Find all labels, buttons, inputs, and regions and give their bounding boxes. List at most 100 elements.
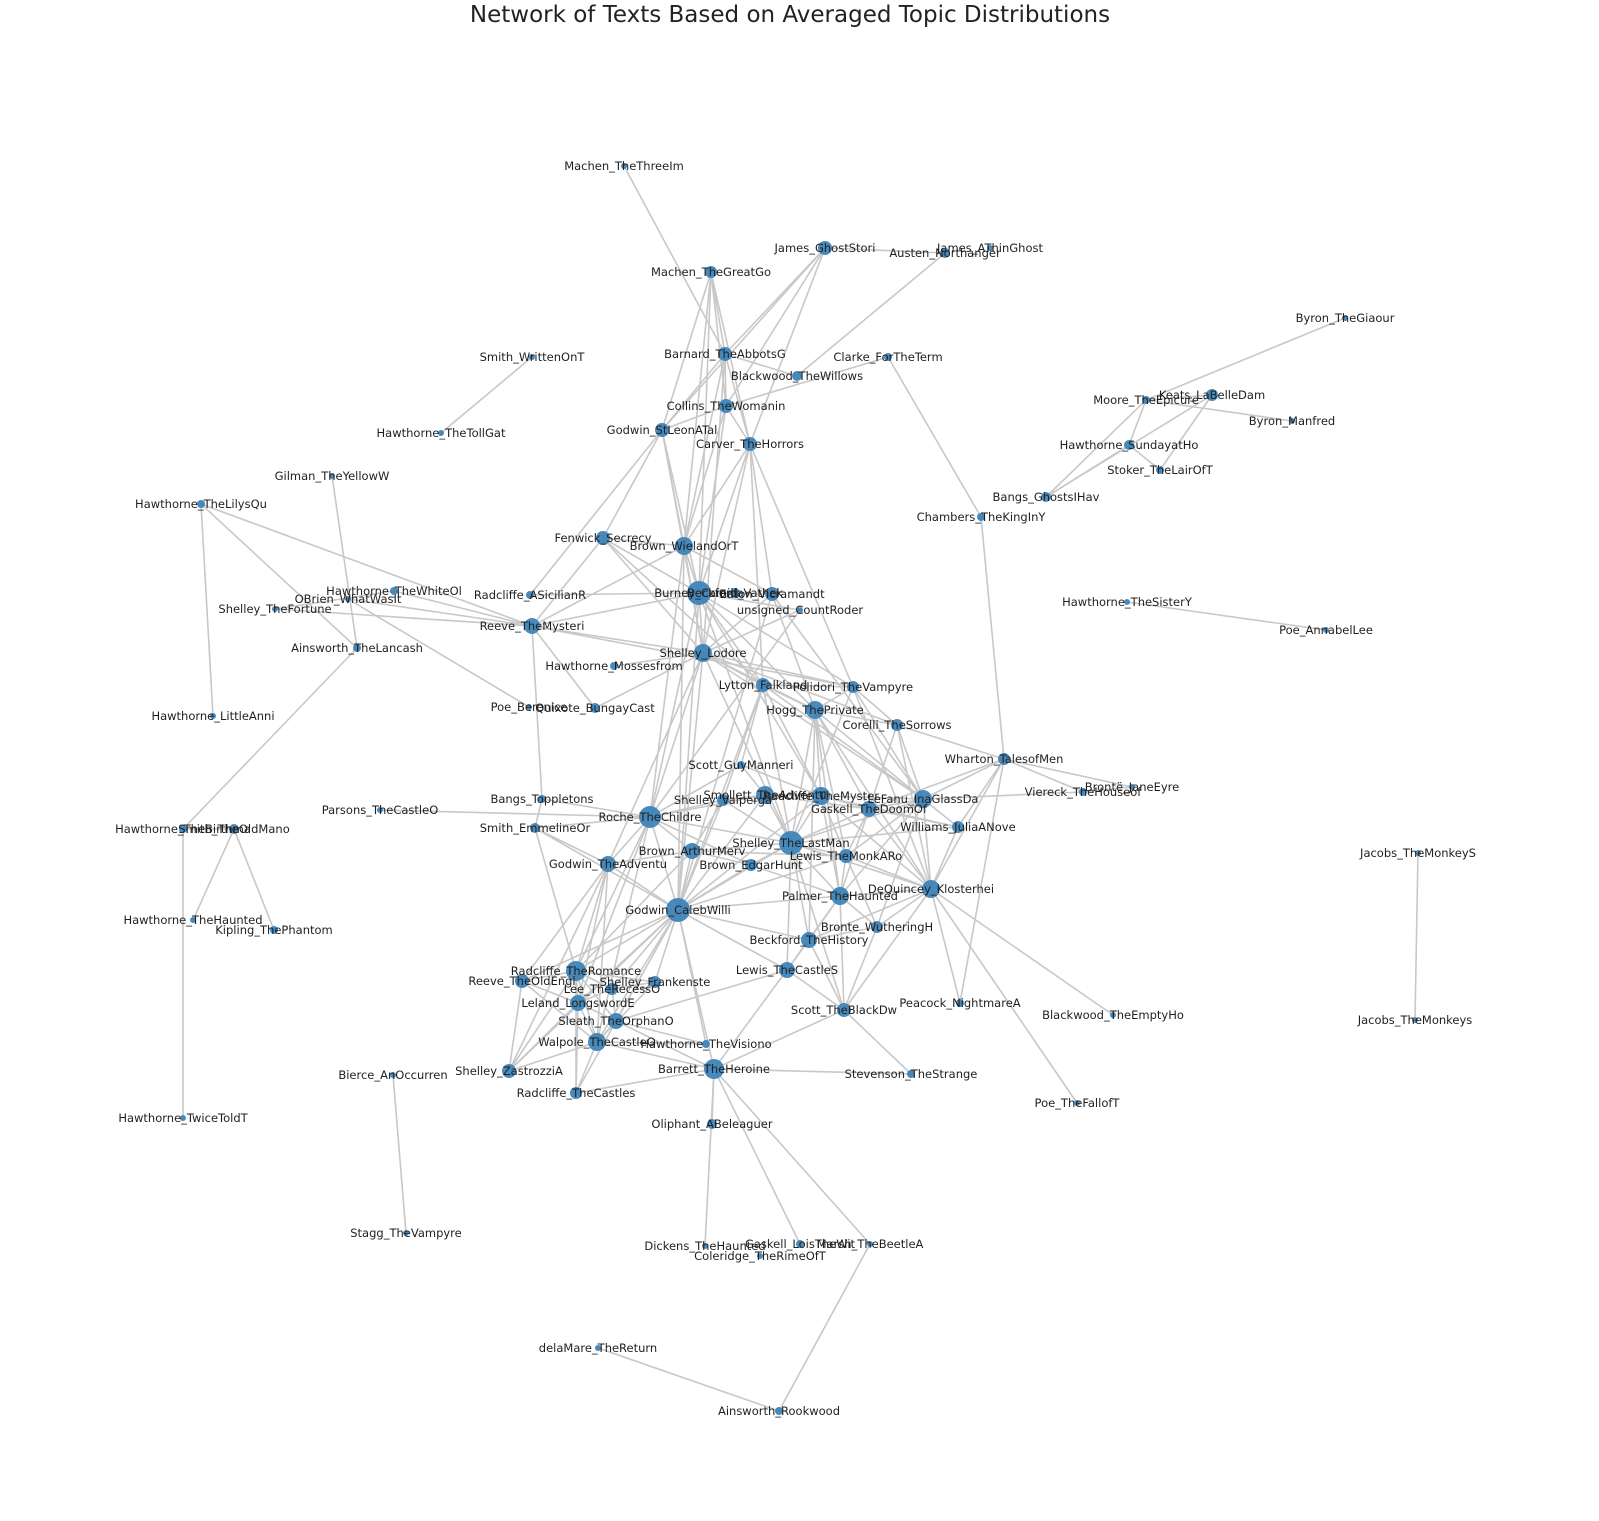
node-Hawthorne_TheLilysQu[interactable] bbox=[197, 500, 205, 508]
node-Bangs_GhostsIHav[interactable] bbox=[1041, 492, 1051, 502]
node-Byron_Manfred[interactable] bbox=[1289, 418, 1295, 424]
node-Lytton_Falkland[interactable] bbox=[756, 678, 770, 692]
node-Bangs_Toppletons[interactable] bbox=[538, 795, 546, 803]
node-Chambers_TheKingInY[interactable] bbox=[977, 513, 985, 521]
node-Byron_TheGiaour[interactable] bbox=[1342, 315, 1348, 321]
node-Collins_TheWomanin[interactable] bbox=[719, 399, 733, 413]
node-Poe_AnnabelLee[interactable] bbox=[1323, 627, 1329, 633]
node-Smith_TheOldMano[interactable] bbox=[229, 824, 239, 834]
node-Lewis_TheMonkARo[interactable] bbox=[839, 849, 853, 863]
node-Godwin_StLeonATal[interactable] bbox=[655, 423, 669, 437]
node-Reeve_TheMysteri[interactable] bbox=[524, 618, 540, 634]
node-Coleridge_TheRimeOfT[interactable] bbox=[757, 1253, 763, 1259]
node-Williams_JuliaANove[interactable] bbox=[952, 821, 964, 833]
node-Lewis_TheCastleS[interactable] bbox=[779, 962, 795, 978]
node-Ainsworth_Rookwood[interactable] bbox=[775, 1407, 783, 1415]
node-Jacobs_TheMonkeyS[interactable] bbox=[1415, 850, 1421, 856]
node-Poe_TheFallofT[interactable] bbox=[1074, 1100, 1080, 1106]
node-Blackwood_TheWillows[interactable] bbox=[792, 371, 802, 381]
node-Leland_LongswordE[interactable] bbox=[570, 995, 586, 1011]
node-Radcliffe_ASicilianR[interactable] bbox=[526, 591, 534, 599]
node-Hogg_ThePrivate[interactable] bbox=[806, 701, 824, 719]
node-DeQuincey_Klosterhei[interactable] bbox=[922, 880, 940, 898]
node-Smollett_TheAdventu[interactable] bbox=[756, 786, 774, 804]
node-Stagg_TheVampyre[interactable] bbox=[403, 1230, 409, 1236]
node-Hawthorne_TheVisiono[interactable] bbox=[702, 1040, 710, 1048]
node-Stoker_TheLairOfT[interactable] bbox=[1156, 466, 1164, 474]
node-Carver_TheHorrors[interactable] bbox=[743, 437, 757, 451]
node-James_AThinGhost[interactable] bbox=[987, 245, 993, 251]
node-Oliphant_ABeleaguer[interactable] bbox=[707, 1119, 717, 1129]
node-Ainsworth_TheLancash[interactable] bbox=[353, 644, 361, 652]
node-Hawthorne_Mossesfrom[interactable] bbox=[610, 662, 618, 670]
node-Eaton_Vicramandt[interactable] bbox=[765, 587, 779, 601]
node-Machen_TheThreeIm[interactable] bbox=[621, 163, 627, 169]
node-James_GhostStori[interactable] bbox=[818, 241, 832, 255]
node-Dickens_TheHaunted[interactable] bbox=[702, 1243, 708, 1249]
node-Moore_TheEpicure[interactable] bbox=[1142, 396, 1150, 404]
node-Beckford_Vathek[interactable] bbox=[730, 588, 740, 598]
node-Marsh_TheBeetleA[interactable] bbox=[867, 1241, 873, 1247]
node-Jacobs_TheMonkeys[interactable] bbox=[1412, 1017, 1418, 1023]
node-Reeve_TheOldEngl[interactable] bbox=[515, 974, 529, 988]
node-Blackwood_TheEmptyHo[interactable] bbox=[1110, 1012, 1116, 1018]
node-Shelley_TheFortune[interactable] bbox=[272, 606, 278, 612]
node-Clarke_ForTheTerm[interactable] bbox=[884, 353, 892, 361]
node-Gilman_TheYellowW[interactable] bbox=[329, 473, 335, 479]
node-Hawthorne_SundayatHo[interactable] bbox=[1124, 440, 1134, 450]
node-Smith_EmmelineOr[interactable] bbox=[530, 823, 540, 833]
node-Lee_TheRecessO[interactable] bbox=[606, 983, 618, 995]
node-Shelley_Lodore[interactable] bbox=[694, 644, 712, 662]
node-Bronte_JaneEyre[interactable] bbox=[1129, 784, 1135, 790]
node-Bronte_WutheringH[interactable] bbox=[871, 921, 883, 933]
node-Radcliffe_TheRomance[interactable] bbox=[566, 961, 586, 981]
node-Gaskell_TheDoomOf[interactable] bbox=[861, 801, 877, 817]
node-Fenwick_Secrecy[interactable] bbox=[596, 531, 610, 545]
node-LeFanu_InaGlassDa[interactable] bbox=[914, 790, 932, 808]
node-Godwin_CalebWilli[interactable] bbox=[666, 898, 690, 922]
node-Shelley_TheLastMan[interactable] bbox=[779, 831, 803, 855]
node-Austen_Northanger[interactable] bbox=[940, 248, 950, 258]
node-Hawthorne_TheWhiteOl[interactable] bbox=[390, 587, 398, 595]
node-Hawthorne_TheTollGat[interactable] bbox=[438, 430, 444, 436]
node-Kipling_ThePhantom[interactable] bbox=[270, 926, 278, 934]
node-Peacock_NightmareA[interactable] bbox=[956, 999, 964, 1007]
node-Brown_WielandOrT[interactable] bbox=[675, 537, 693, 555]
node-Walpole_TheCastleO[interactable] bbox=[588, 1033, 606, 1051]
node-Stevenson_TheStrange[interactable] bbox=[907, 1070, 915, 1078]
node-Keats_LaBelleDam[interactable] bbox=[1206, 389, 1218, 401]
node-Parsons_TheCastleO[interactable] bbox=[377, 807, 383, 813]
node-OBrien_WhatWasIt[interactable] bbox=[345, 596, 351, 602]
node-Machen_TheGreatGo[interactable] bbox=[705, 266, 717, 278]
node-Shelley_Valperga[interactable] bbox=[717, 794, 729, 806]
node-Scott_TheBlackDw[interactable] bbox=[837, 1003, 851, 1017]
node-Radcliffe_TheCastles[interactable] bbox=[570, 1087, 582, 1099]
node-Wharton_TalesofMen[interactable] bbox=[998, 753, 1010, 765]
node-Burney_Camilla[interactable] bbox=[687, 581, 711, 605]
node-Shelley_Frankenste[interactable] bbox=[649, 976, 661, 988]
node-Hawthorne_TheSisterY[interactable] bbox=[1124, 599, 1130, 605]
node-Hawthorne_TheBirthma[interactable] bbox=[179, 825, 187, 833]
node-Polidori_TheVampyre[interactable] bbox=[847, 681, 859, 693]
node-Corelli_TheSorrows[interactable] bbox=[891, 719, 903, 731]
node-Hawthorne_LittleAnni[interactable] bbox=[210, 713, 216, 719]
node-Viereck_TheHouseof[interactable] bbox=[1079, 788, 1087, 796]
node-unsigned_CountRoder[interactable] bbox=[797, 607, 803, 613]
node-Palmer_TheHaunted[interactable] bbox=[831, 887, 849, 905]
node-Godwin_TheAdventu[interactable] bbox=[600, 856, 616, 872]
node-Gaskell_LoisTheWit[interactable] bbox=[796, 1240, 804, 1248]
node-Brown_ArthurMerv[interactable] bbox=[684, 843, 700, 859]
node-Smith_WrittenOnT[interactable] bbox=[529, 354, 535, 360]
node-Hawthorne_TheHaunted[interactable] bbox=[190, 917, 196, 923]
node-Sleath_TheOrphanO[interactable] bbox=[608, 1013, 624, 1029]
node-Roche_TheChildre[interactable] bbox=[639, 806, 661, 828]
node-Quixote_BungayCast[interactable] bbox=[590, 703, 600, 713]
node-Poe_Berenice[interactable] bbox=[526, 704, 532, 710]
node-Bierce_AnOccurren[interactable] bbox=[390, 1072, 396, 1078]
node-Scott_GuyManneri[interactable] bbox=[737, 761, 745, 769]
node-Brown_EdgarHunt[interactable] bbox=[745, 859, 757, 871]
node-Radcliffe_TheMyster[interactable] bbox=[812, 787, 830, 805]
node-Barrett_TheHeroine[interactable] bbox=[704, 1059, 724, 1079]
node-Beckford_TheHistory[interactable] bbox=[801, 932, 817, 948]
node-Hawthorne_TwiceToldT[interactable] bbox=[180, 1115, 186, 1121]
